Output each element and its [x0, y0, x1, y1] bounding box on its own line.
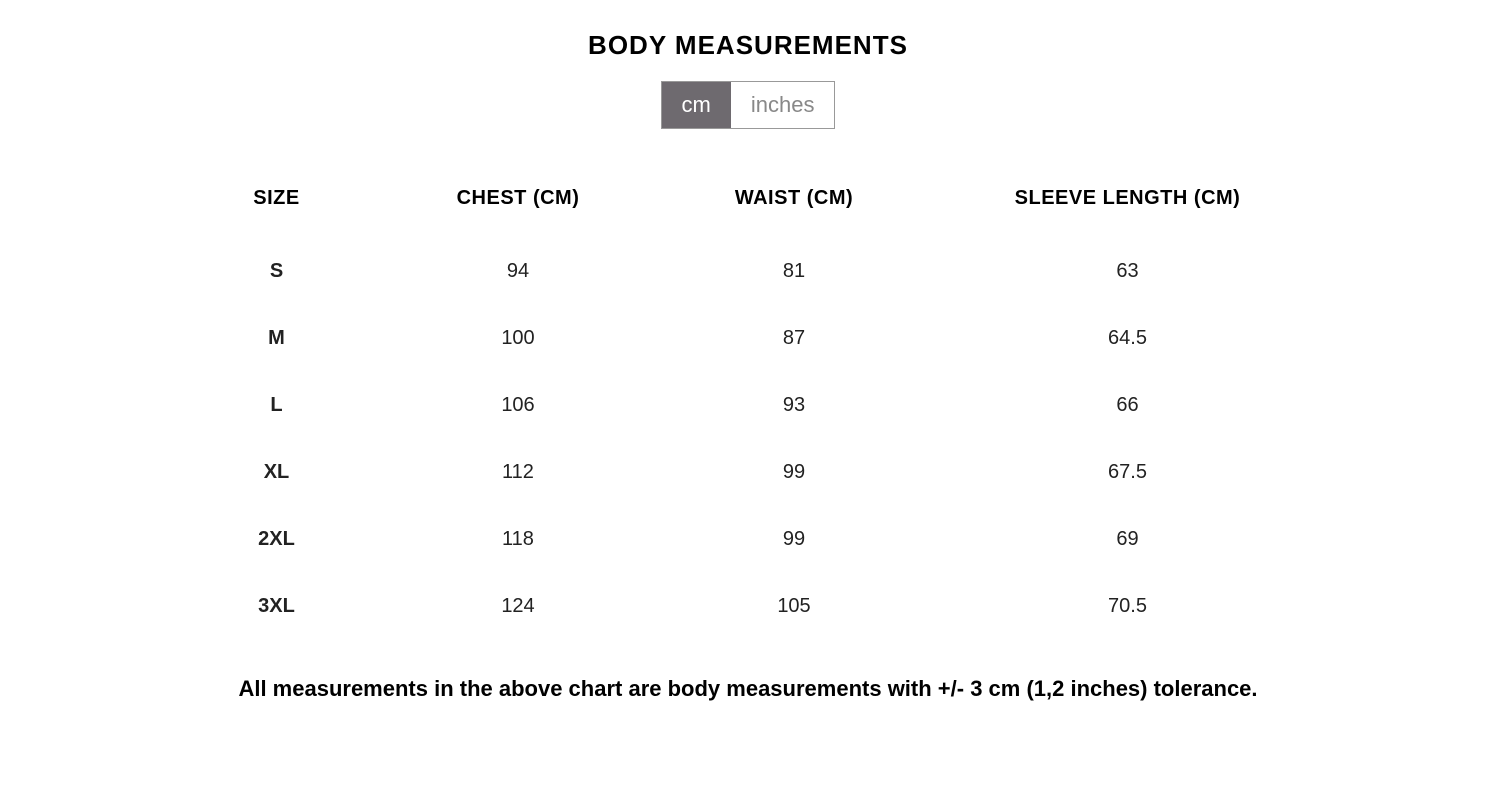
- cell-sleeve: 63: [932, 238, 1323, 305]
- cell-chest: 112: [380, 439, 656, 506]
- page-title: BODY MEASUREMENTS: [588, 30, 908, 61]
- measurements-table-wrap: SIZE CHEST (CM) WAIST (CM) SLEEVE LENGTH…: [173, 169, 1323, 640]
- cell-sleeve: 70.5: [932, 573, 1323, 640]
- measurements-table: SIZE CHEST (CM) WAIST (CM) SLEEVE LENGTH…: [173, 169, 1323, 640]
- unit-toggle: cm inches: [661, 81, 836, 129]
- cell-chest: 94: [380, 238, 656, 305]
- table-header-row: SIZE CHEST (CM) WAIST (CM) SLEEVE LENGTH…: [173, 169, 1323, 238]
- col-header-sleeve: SLEEVE LENGTH (CM): [932, 169, 1323, 238]
- unit-cm-button[interactable]: cm: [662, 82, 731, 128]
- cell-sleeve: 66: [932, 372, 1323, 439]
- cell-chest: 118: [380, 506, 656, 573]
- cell-waist: 99: [656, 439, 932, 506]
- cell-chest: 106: [380, 372, 656, 439]
- col-header-size: SIZE: [173, 169, 380, 238]
- footnote-text: All measurements in the above chart are …: [238, 668, 1257, 710]
- table-row: 3XL 124 105 70.5: [173, 573, 1323, 640]
- cell-waist: 99: [656, 506, 932, 573]
- table-row: XL 112 99 67.5: [173, 439, 1323, 506]
- cell-size: M: [173, 305, 380, 372]
- cell-sleeve: 64.5: [932, 305, 1323, 372]
- unit-inches-button[interactable]: inches: [731, 82, 835, 128]
- cell-chest: 124: [380, 573, 656, 640]
- table-row: S 94 81 63: [173, 238, 1323, 305]
- cell-waist: 105: [656, 573, 932, 640]
- col-header-chest: CHEST (CM): [380, 169, 656, 238]
- col-header-waist: WAIST (CM): [656, 169, 932, 238]
- cell-size: S: [173, 238, 380, 305]
- table-row: L 106 93 66: [173, 372, 1323, 439]
- cell-chest: 100: [380, 305, 656, 372]
- cell-waist: 87: [656, 305, 932, 372]
- cell-size: L: [173, 372, 380, 439]
- cell-size: 3XL: [173, 573, 380, 640]
- cell-waist: 93: [656, 372, 932, 439]
- cell-sleeve: 67.5: [932, 439, 1323, 506]
- size-chart-container: BODY MEASUREMENTS cm inches SIZE CHEST (…: [0, 30, 1496, 710]
- table-row: M 100 87 64.5: [173, 305, 1323, 372]
- cell-waist: 81: [656, 238, 932, 305]
- cell-sleeve: 69: [932, 506, 1323, 573]
- table-row: 2XL 118 99 69: [173, 506, 1323, 573]
- cell-size: XL: [173, 439, 380, 506]
- cell-size: 2XL: [173, 506, 380, 573]
